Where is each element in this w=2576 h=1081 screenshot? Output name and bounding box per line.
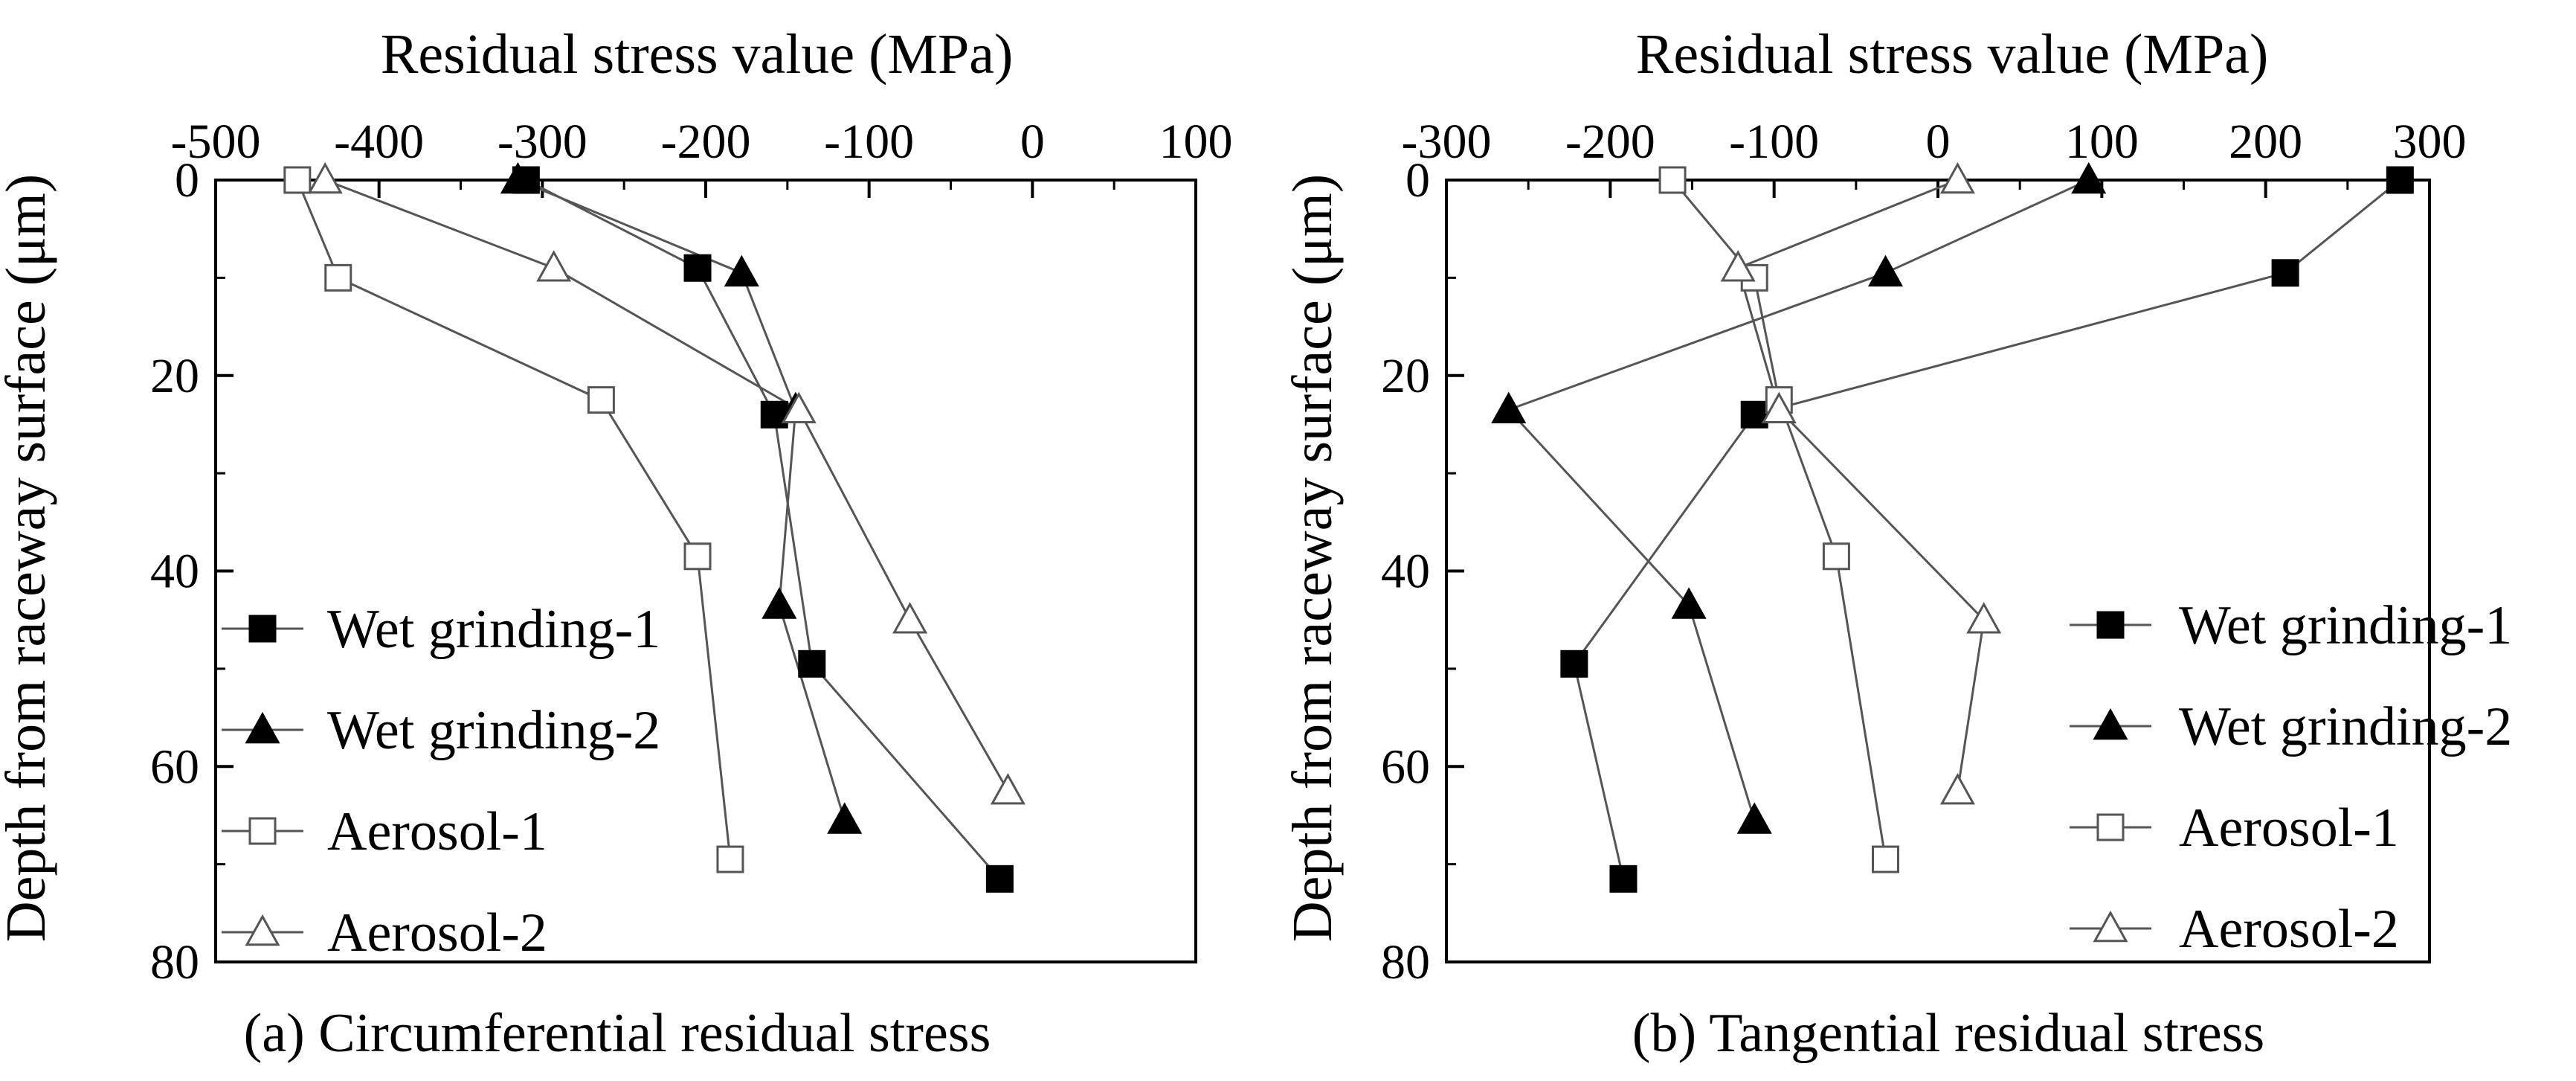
panel-a-series-3-point [587,386,615,414]
panel-b-x-tick-label: -200 [1565,115,1655,169]
panel-b-legend-marker [2096,813,2125,841]
panel-a-x-tick-label: -400 [334,115,424,169]
panel-b-series-2-point [1491,391,1527,424]
panel-a-legend-label: Wet grinding-2 [327,700,660,761]
panel-b-x-tick-label: 200 [2229,115,2302,169]
panel-a-series-2-point [724,254,759,287]
panel-a-series-line-4 [324,179,1009,792]
panel-a-x-tick-label: -200 [661,115,751,169]
panel-a-series-4-point [990,773,1025,805]
panel-b-caption: (b) Tangential residual stress [1632,1003,2264,1064]
panel-a-y-tick-label: 80 [150,935,199,989]
panel-a-legend-label: Aerosol-2 [327,902,547,963]
panel-b-series-2-point [2071,161,2107,194]
panel-b-y-tick-label: 60 [1381,740,1430,794]
panel-a-series-4-point [307,161,343,194]
panel-b-tangential: Residual stress value (MPa) Depth from r… [1281,23,2512,1064]
panel-b-series-4-point [1939,161,1975,194]
panel-a-series-2-point [827,802,863,834]
panel-b-y-tick-label: 40 [1381,545,1430,599]
panel-a-series-3-point [324,263,352,292]
panel-a-y-axis-title: Depth from raceway surface (μm) [0,174,57,942]
panel-b-y-axis-title: Depth from raceway surface (μm) [1281,174,1344,942]
panel-b-series-4-point [1966,602,2002,634]
panel-b-series-2-point [1671,587,1707,619]
panel-a-legend-label: Aerosol-1 [327,801,547,862]
panel-b-series-3-point [1871,845,1899,873]
panel-b-series-2-point [1736,802,1772,834]
panel-a-legend-marker [245,914,280,946]
panel-a-y-tick-label: 40 [150,545,199,599]
panel-a-series-2-point [500,161,535,194]
panel-a-series-4-point [536,250,572,282]
panel-a-series-1-point [985,865,1014,893]
panel-a-y-tick-label: 20 [150,349,199,403]
panel-a-x-tick-label: 0 [1020,115,1045,169]
panel-b-legend-marker [2093,708,2128,740]
panel-a-circumferential: Residual stress value (MPa) Depth from r… [0,23,1233,1064]
panel-b-series-4-point [1761,391,1797,424]
panel-a-series-line-1 [525,179,1001,880]
panel-b-series-2-point [1867,254,1904,287]
panel-b-x-tick-label: 100 [2065,115,2139,169]
panel-a-legend-marker [245,711,280,744]
panel-b-series-3-point [1658,166,1687,194]
panel-b-legend-label: Aerosol-1 [2179,798,2399,859]
panel-a-series-1-point [683,254,712,282]
panel-b-y-tick-label: 0 [1405,153,1430,208]
panel-b-series-1-point [2271,259,2299,287]
panel-b-x-tick-label: -100 [1729,115,1819,169]
panel-a-x-tick-label: -100 [824,115,914,169]
panel-a-series-3-point [283,166,312,194]
panel-b-x-axis-title: Residual stress value (MPa) [1636,23,2269,86]
panel-b-series-3-point [1822,542,1850,571]
panel-a-x-tick-label: -500 [171,115,261,169]
panel-b-x-tick-label: 300 [2393,115,2467,169]
panel-a-x-tick-label: -300 [498,115,587,169]
panel-b-legend-label: Wet grinding-2 [2179,696,2512,757]
panel-b-series-line-3 [1671,179,1887,860]
panel-b-series-1-point [1740,400,1768,429]
panel-b-series-1-point [1609,865,1638,893]
panel-a-x-axis-title: Residual stress value (MPa) [381,23,1014,86]
panel-b-series-4-point [1939,773,1975,805]
panel-b-x-tick-label: -300 [1402,115,1492,169]
panel-b-legend-label: Aerosol-2 [2179,899,2399,960]
panel-a-series-3-point [716,845,744,873]
panel-b-series-1-point [1560,649,1588,678]
panel-a-y-tick-label: 60 [150,740,199,794]
panel-a-legend-marker [248,817,277,845]
panel-b-series-1-point [2386,166,2414,194]
panel-a-series-4-point [892,602,928,634]
panel-a-series-2-point [761,587,797,619]
panel-a-series-4-point [781,391,817,424]
panel-a-caption: (a) Circumferential residual stress [244,1003,991,1064]
panel-b-legend-label: Wet grinding-1 [2179,595,2512,656]
panel-b-x-tick-label: 0 [1926,115,1951,169]
panel-b-legend-marker [2093,910,2128,943]
panel-b-series-4-point [1720,250,1756,282]
panel-b-series-line-2 [1507,179,2090,821]
panel-a-series-1-point [798,649,826,678]
panel-b-y-tick-label: 20 [1381,349,1430,403]
panel-a-x-tick-label: 100 [1159,115,1233,169]
panel-a-series-3-point [683,542,712,571]
panel-a-legend-marker [248,615,277,643]
panel-b-legend-marker [2096,611,2125,639]
panel-a-legend-label: Wet grinding-1 [327,599,660,660]
panel-b-y-tick-label: 80 [1381,935,1430,989]
panel-a-y-tick-label: 0 [175,153,199,208]
panel-b-series-line-4 [1736,179,1986,792]
